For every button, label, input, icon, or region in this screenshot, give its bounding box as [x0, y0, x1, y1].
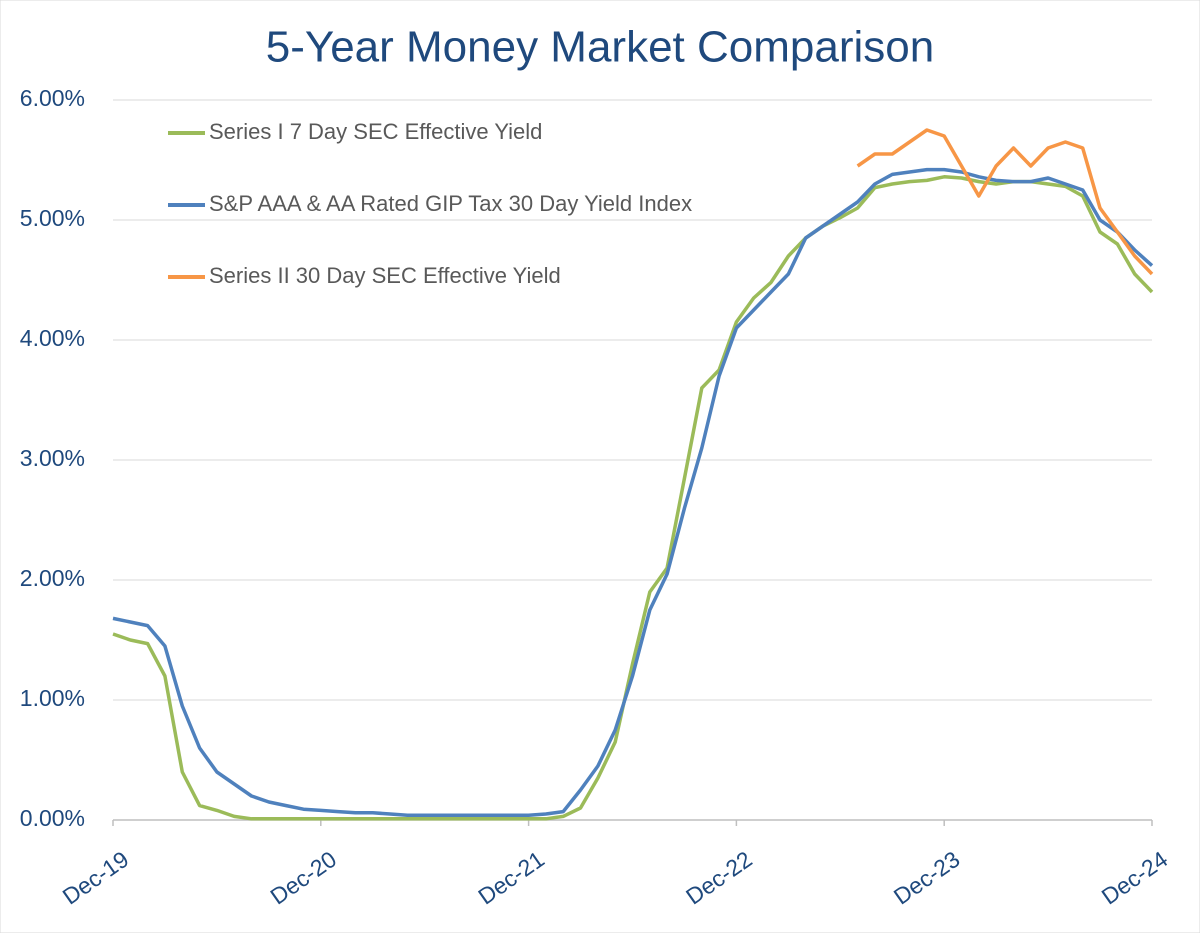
series-line: [112, 167, 1154, 817]
y-tick-label: 4.00%: [20, 325, 85, 351]
y-tick-label: 1.00%: [20, 685, 85, 711]
y-tick-label: 2.00%: [20, 565, 85, 591]
series-line: [112, 175, 1154, 821]
legend-label: Series II 30 Day SEC Effective Yield: [209, 263, 561, 288]
y-tick-label: 6.00%: [20, 85, 85, 111]
chart-title: 5-Year Money Market Comparison: [266, 23, 934, 72]
legend-label: Series I 7 Day SEC Effective Yield: [209, 119, 542, 144]
series-line: [856, 128, 1154, 276]
legend-label: S&P AAA & AA Rated GIP Tax 30 Day Yield …: [209, 191, 692, 216]
y-tick-label: 0.00%: [20, 805, 85, 831]
y-tick-label: 3.00%: [20, 445, 85, 471]
y-tick-label: 5.00%: [20, 205, 85, 231]
